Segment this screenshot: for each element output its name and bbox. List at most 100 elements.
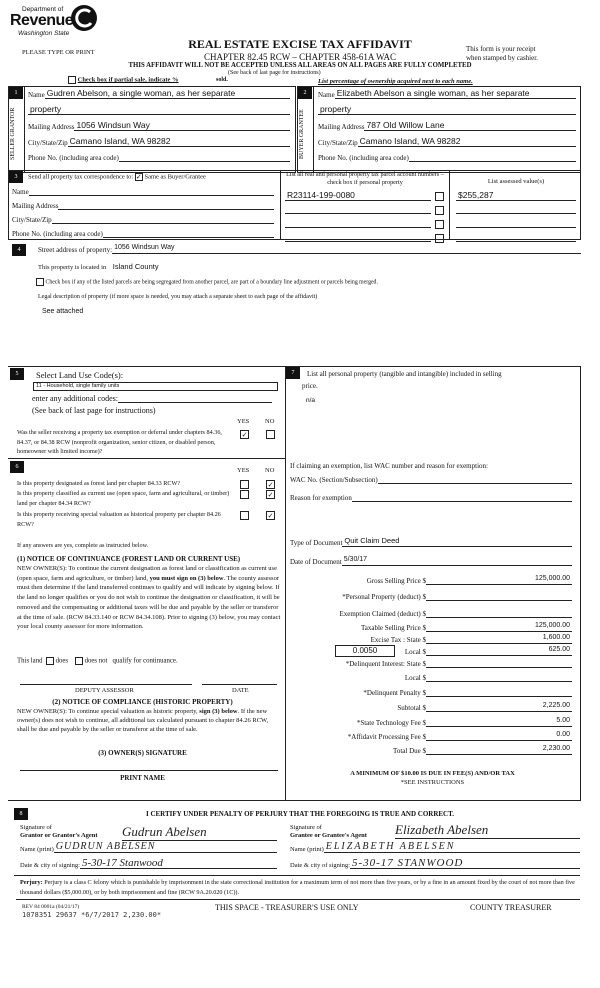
tax-row: *Personal Property (deduct) $: [342, 591, 572, 601]
grantee-date-field[interactable]: Date & city of signing: 5-30-17 STANWOOD: [290, 858, 580, 869]
section-number: 5: [10, 368, 24, 380]
same-as-buyer-checkbox[interactable]: ✓: [134, 173, 143, 181]
buyer-city-field[interactable]: City/State/Zip Camano Island, WA 98282: [318, 136, 576, 147]
deputy-date-line[interactable]: [202, 684, 277, 685]
seller-section: [8, 86, 296, 173]
warning: THIS AFFIDAVIT WILL NOT BE ACCEPTED UNLE…: [128, 62, 472, 69]
designation-question: Is this property designated as forest la…: [17, 480, 181, 487]
parcel-number-field[interactable]: [285, 204, 431, 214]
land-use-see-back: (See back of last page for instructions): [32, 406, 156, 415]
tax-value-field[interactable]: 2,230.00: [426, 744, 572, 755]
grantor-date-field[interactable]: Date & city of signing: 5-30-17 Stanwood: [20, 858, 277, 869]
assessed-value-field[interactable]: [456, 204, 576, 214]
assessed-value-field[interactable]: [456, 232, 576, 242]
notice-compliance-title: (2) NOTICE OF COMPLIANCE (HISTORIC PROPE…: [52, 698, 233, 706]
tax-value-field[interactable]: [426, 687, 572, 697]
designation-no-checkbox[interactable]: ✓: [266, 480, 275, 489]
exemption-no-checkbox[interactable]: [266, 430, 275, 439]
tax-value-field[interactable]: 0.00: [426, 730, 572, 741]
tax-row: Excise Tax : State $1,600.00: [370, 633, 572, 644]
certify-title: I CERTIFY UNDER PENALTY OF PERJURY THAT …: [145, 810, 454, 818]
seller-phone-field[interactable]: Phone No. (including area code): [28, 152, 290, 162]
land-use-section: [8, 366, 581, 800]
designation-yes-checkbox[interactable]: [240, 480, 249, 489]
owner-signature-line[interactable]: [20, 770, 278, 771]
tax-value-field[interactable]: 5.00: [426, 716, 572, 727]
street-address-field[interactable]: Street address of property: 1056 Windsun …: [38, 243, 581, 254]
doc-type-field[interactable]: Type of Document Quit Claim Deed: [290, 536, 572, 547]
perjury-notice: Perjury: Perjury is a class C felony whi…: [20, 879, 575, 896]
does-checkbox[interactable]: [45, 657, 54, 665]
seller-name-field[interactable]: Name Gudren Abelson, a single woman, as h…: [28, 88, 290, 99]
personal-property-checkbox[interactable]: [435, 206, 444, 215]
seller-city-field[interactable]: City/State/Zip Camano Island, WA 98282: [28, 136, 290, 147]
deputy-signature-line[interactable]: [20, 684, 192, 685]
reason-field[interactable]: Reason for exemption: [290, 492, 572, 502]
treasurer-use: THIS SPACE - TREASURER'S USE ONLY: [215, 903, 359, 912]
minimum-due-note: A MINIMUM OF $10.00 IS DUE IN FEE(S) AND…: [350, 770, 515, 777]
tax-value-field[interactable]: [426, 672, 572, 682]
tax-value-field[interactable]: [426, 658, 572, 668]
tax-value-field[interactable]: 2,225.00: [426, 701, 572, 712]
designation-no-checkbox[interactable]: ✓: [266, 490, 275, 499]
exemption-yes-checkbox[interactable]: ✓: [240, 430, 249, 439]
corr-mailing-field[interactable]: Mailing Address: [12, 200, 274, 210]
tax-value-field[interactable]: 625.00: [426, 645, 572, 656]
does-not-checkbox[interactable]: [74, 657, 83, 665]
segregated-checkbox[interactable]: [36, 278, 44, 286]
buyer-name-field[interactable]: Name Elizabeth Abelson a single woman, as…: [318, 88, 576, 99]
assessed-value-field[interactable]: $255,287: [456, 190, 576, 201]
tax-row: Local $: [398, 672, 572, 682]
land-use-code-select[interactable]: 11 - Household, single family units: [33, 382, 278, 391]
grantor-name-field[interactable]: Name (print) GUDRUN ABELSEN: [20, 842, 277, 853]
tax-value-field[interactable]: [426, 608, 572, 618]
tax-row: *State Technology Fee $5.00: [356, 716, 572, 727]
grantee-name-field[interactable]: Name (print) ELIZABETH ABELSEN: [290, 842, 580, 853]
seller-side-label: SELLER GRANTOR: [10, 107, 16, 161]
tax-value-field[interactable]: 1,600.00: [426, 633, 572, 644]
designation-yes-checkbox[interactable]: [240, 490, 249, 499]
logo-swirl-icon: [71, 5, 97, 31]
corr-phone-field[interactable]: Phone No. (including area code): [12, 228, 274, 238]
county-treasurer: COUNTY TREASURER: [470, 903, 552, 912]
buyer-name-cont[interactable]: property: [318, 104, 576, 115]
notice-continuance-title: (1) NOTICE OF CONTINUANCE (FOREST LAND O…: [17, 555, 241, 563]
parcel-number-field[interactable]: [285, 218, 431, 228]
tax-row: Taxable Selling Price $125,000.00: [360, 621, 572, 632]
legal-description: See attached: [42, 308, 84, 315]
partial-sale-checkbox[interactable]: [68, 76, 76, 84]
buyer-mailing-field[interactable]: Mailing Address 787 Old Willow Lane: [318, 120, 576, 131]
tax-value-field[interactable]: 125,000.00: [426, 621, 572, 632]
parcel-number-field[interactable]: R23114-199-0080: [285, 190, 431, 201]
parcel-header: List all real and personal property tax …: [286, 171, 444, 186]
buyer-phone-field[interactable]: Phone No. (including area code): [318, 152, 576, 162]
doc-date-field[interactable]: Date of Document 5/30/17: [290, 555, 572, 566]
designation-yes-checkbox[interactable]: [240, 511, 249, 520]
notice-continuance-text: NEW OWNER(S): To continue the current de…: [17, 565, 281, 631]
parcel-number-field[interactable]: [285, 232, 431, 242]
personal-property-checkbox[interactable]: [435, 220, 444, 229]
grantee-signature[interactable]: Elizabeth Abelsen: [395, 822, 580, 839]
personal-property-checkbox[interactable]: [435, 234, 444, 243]
grantor-signature[interactable]: Gudrun Abelsen: [122, 824, 277, 841]
personal-property-value: n/a: [306, 397, 316, 404]
additional-codes-field[interactable]: enter any additional codes:: [32, 393, 272, 403]
assessed-value-field[interactable]: [456, 218, 576, 228]
land-use-label: Select Land Use Code(s):: [36, 370, 124, 380]
notice-compliance-text: NEW OWNER(S): To continue special valuat…: [17, 708, 269, 733]
tax-value-field[interactable]: [426, 591, 572, 601]
seller-name-cont[interactable]: property: [28, 104, 290, 115]
personal-property-checkbox[interactable]: [435, 192, 444, 201]
tax-row: Subtotal $2,225.00: [397, 701, 572, 712]
designation-question: Is this property classified as current u…: [17, 490, 230, 507]
seller-mailing-field[interactable]: Mailing Address 1056 Windsun Way: [28, 120, 290, 131]
wac-field[interactable]: WAC No. (Section/Subsection): [290, 474, 572, 484]
corr-name-field[interactable]: Name: [12, 186, 274, 196]
page-title: REAL ESTATE EXCISE TAX AFFIDAVIT: [188, 37, 412, 51]
tax-value-field[interactable]: 125,000.00: [426, 574, 572, 585]
corr-city-field[interactable]: City/State/Zip: [12, 214, 274, 224]
local-rate-box[interactable]: 0.0050: [335, 645, 395, 657]
segregated: Check box if any of the listed parcels a…: [36, 278, 378, 286]
tax-row: *Delinquent Penalty $: [363, 687, 572, 697]
designation-no-checkbox[interactable]: ✓: [266, 511, 275, 520]
